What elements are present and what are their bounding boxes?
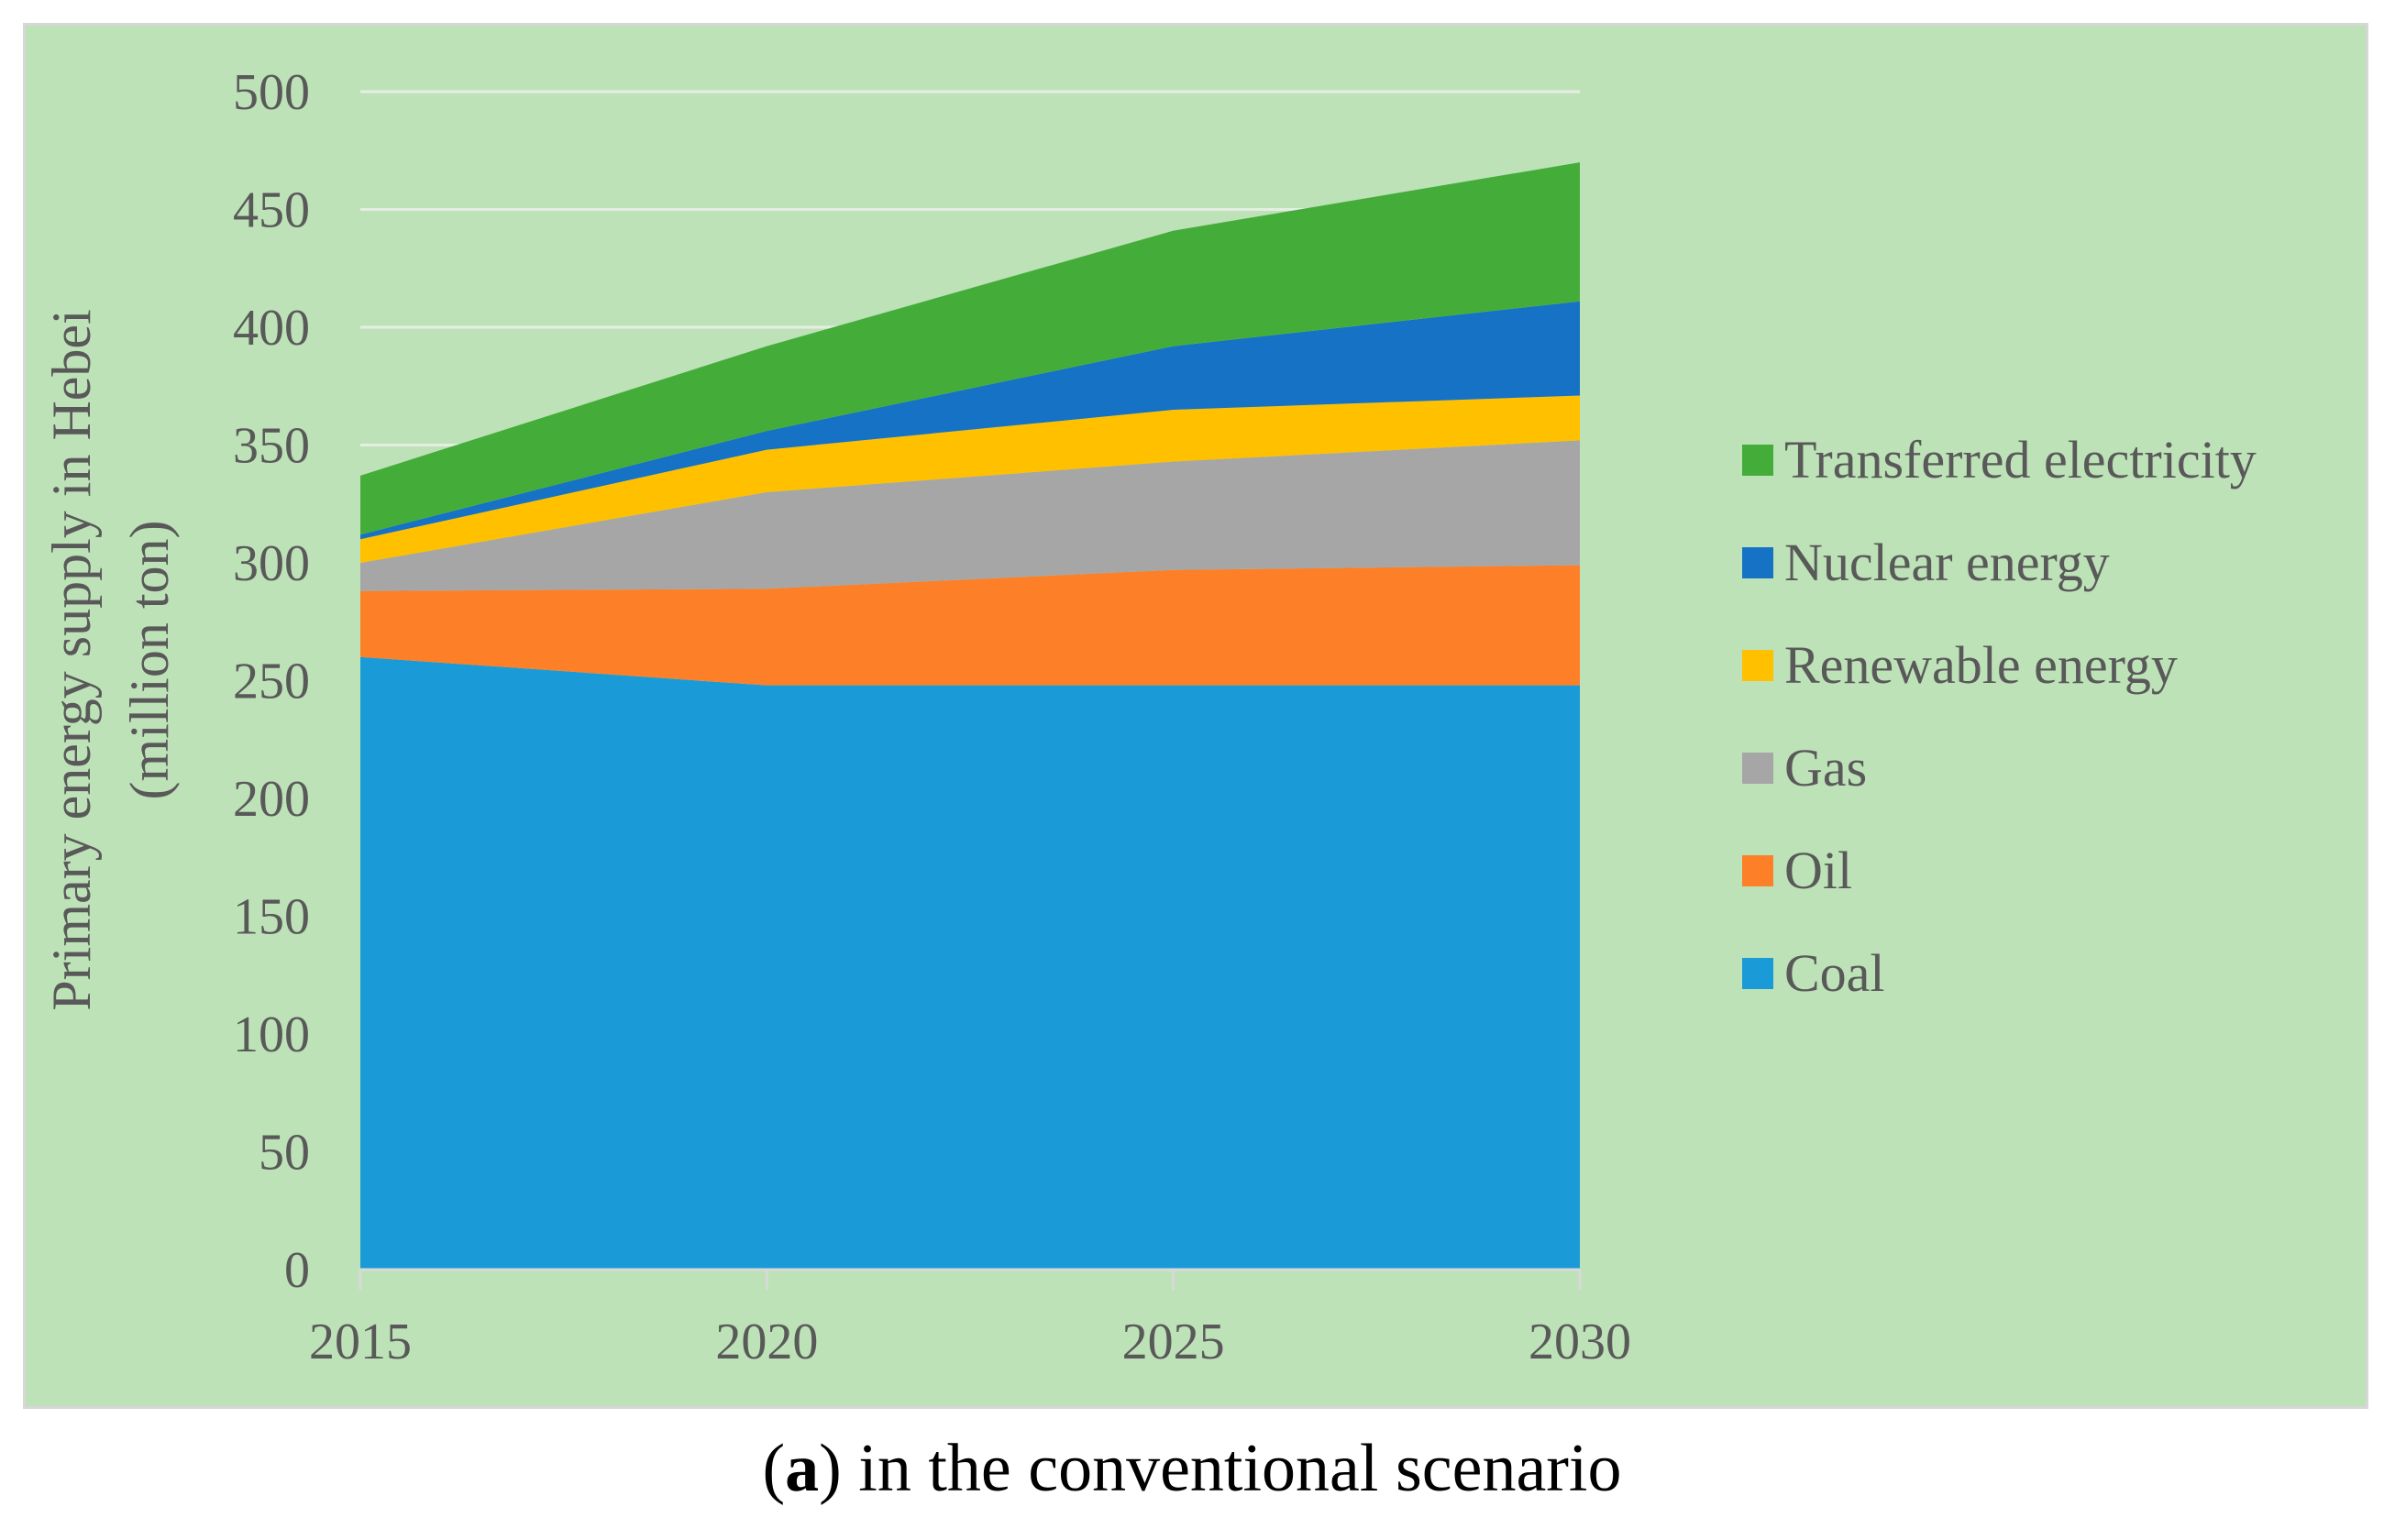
y-tick-label-250: 250: [233, 654, 310, 710]
x-tick-label-2020: 2020: [715, 1314, 818, 1370]
legend-label-oil: Oil: [1784, 841, 1852, 900]
legend-label-transferred-electricity: Transferred electricity: [1784, 430, 2257, 490]
caption-text: ) in the conventional scenario: [819, 1431, 1622, 1506]
area-gas: [360, 440, 1580, 591]
x-tick-label-2030: 2030: [1529, 1314, 1631, 1370]
area-nuclear-energy: [360, 301, 1580, 540]
caption-letter: a: [785, 1431, 820, 1506]
legend-swatch-renewable-energy: [1742, 650, 1773, 681]
axis-ticks: 0 50 100 150 200 250 300 350 400 450 500 2015 2020 20…: [233, 64, 1631, 1370]
legend-swatch-oil: [1742, 855, 1773, 886]
legend-label-nuclear-energy: Nuclear energy: [1784, 533, 2110, 592]
x-tick-label-2025: 2025: [1122, 1314, 1225, 1370]
legend: Transferred electricity Nuclear energy Ren…: [1742, 430, 2257, 1003]
y-tick-label-400: 400: [233, 300, 310, 357]
legend-label-renewable-energy: Renewable energy: [1784, 635, 2178, 695]
caption-open: (: [762, 1431, 786, 1506]
y-axis-title-line-1: Primary energy supply in Hebei: [41, 309, 102, 1010]
y-tick-label-150: 150: [233, 889, 310, 946]
y-tick-label-0: 0: [284, 1242, 310, 1299]
figure-caption: (a) in the conventional scenario: [0, 1430, 2384, 1508]
area-transferred-electricity: [360, 162, 1580, 535]
x-tick-label-2015: 2015: [309, 1314, 412, 1370]
area-oil: [360, 565, 1580, 686]
area-coal: [360, 656, 1580, 1270]
area-series: [360, 162, 1580, 1270]
y-tick-label-350: 350: [233, 418, 310, 475]
legend-swatch-gas: [1742, 753, 1773, 784]
y-tick-label-300: 300: [233, 535, 310, 592]
legend-swatch-coal: [1742, 958, 1773, 989]
area-renewable-energy: [360, 395, 1580, 563]
legend-swatch-transferred-electricity: [1742, 445, 1773, 476]
legend-label-coal: Coal: [1784, 943, 1885, 1003]
y-tick-label-200: 200: [233, 771, 310, 828]
legend-swatch-nuclear-energy: [1742, 547, 1773, 578]
y-tick-label-500: 500: [233, 64, 310, 121]
y-tick-label-100: 100: [233, 1006, 310, 1063]
legend-label-gas: Gas: [1784, 738, 1867, 798]
y-axis-title-line-2: (million ton): [119, 521, 180, 800]
y-tick-label-50: 50: [259, 1125, 310, 1182]
y-tick-label-450: 450: [233, 182, 310, 239]
